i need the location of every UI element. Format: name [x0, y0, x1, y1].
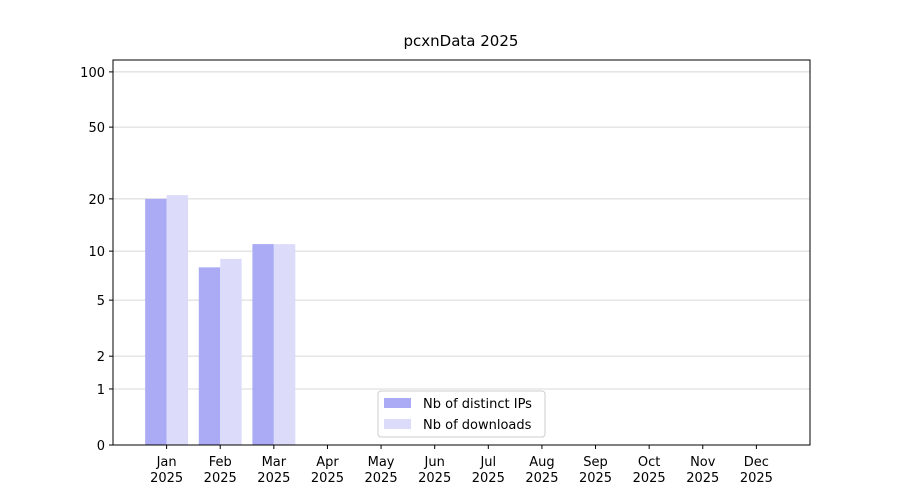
- y-tick-label: 5: [97, 294, 105, 309]
- y-tick-label: 50: [88, 121, 105, 136]
- y-tick-label: 0: [97, 439, 105, 454]
- legend-swatch: [384, 419, 411, 429]
- x-tick-label: Oct 2025: [633, 455, 666, 486]
- y-tick-label: 100: [80, 66, 105, 81]
- x-tick-label: Nov 2025: [686, 455, 719, 486]
- x-tick-label: Jan 2025: [150, 455, 183, 486]
- bar: [145, 198, 167, 445]
- bar: [252, 244, 274, 445]
- x-tick-label: Aug 2025: [525, 455, 558, 486]
- chart-title: pcxnData 2025: [404, 32, 519, 50]
- bar: [198, 267, 221, 445]
- bar: [220, 258, 242, 445]
- legend-label: Nb of distinct IPs: [423, 397, 532, 412]
- x-tick-label: Sep 2025: [579, 455, 612, 486]
- x-tick-label: May 2025: [365, 455, 398, 486]
- legend-label: Nb of downloads: [423, 418, 532, 433]
- legend-box: [377, 390, 546, 438]
- plot-frame: [112, 59, 811, 446]
- bar: [273, 244, 296, 445]
- x-tick-label: Apr 2025: [311, 455, 344, 486]
- y-tick-label: 1: [97, 383, 105, 398]
- x-tick-label: Jul 2025: [472, 455, 505, 486]
- x-tick-label: Jun 2025: [418, 455, 451, 486]
- x-tick-label: Feb 2025: [204, 455, 237, 486]
- bar: [166, 195, 189, 445]
- x-tick-label: Mar 2025: [257, 455, 290, 486]
- y-tick-label: 20: [88, 193, 105, 208]
- x-tick-label: Dec 2025: [740, 455, 773, 486]
- legend-swatch: [384, 398, 411, 408]
- y-tick-label: 10: [88, 245, 105, 260]
- y-tick-label: 2: [97, 350, 105, 365]
